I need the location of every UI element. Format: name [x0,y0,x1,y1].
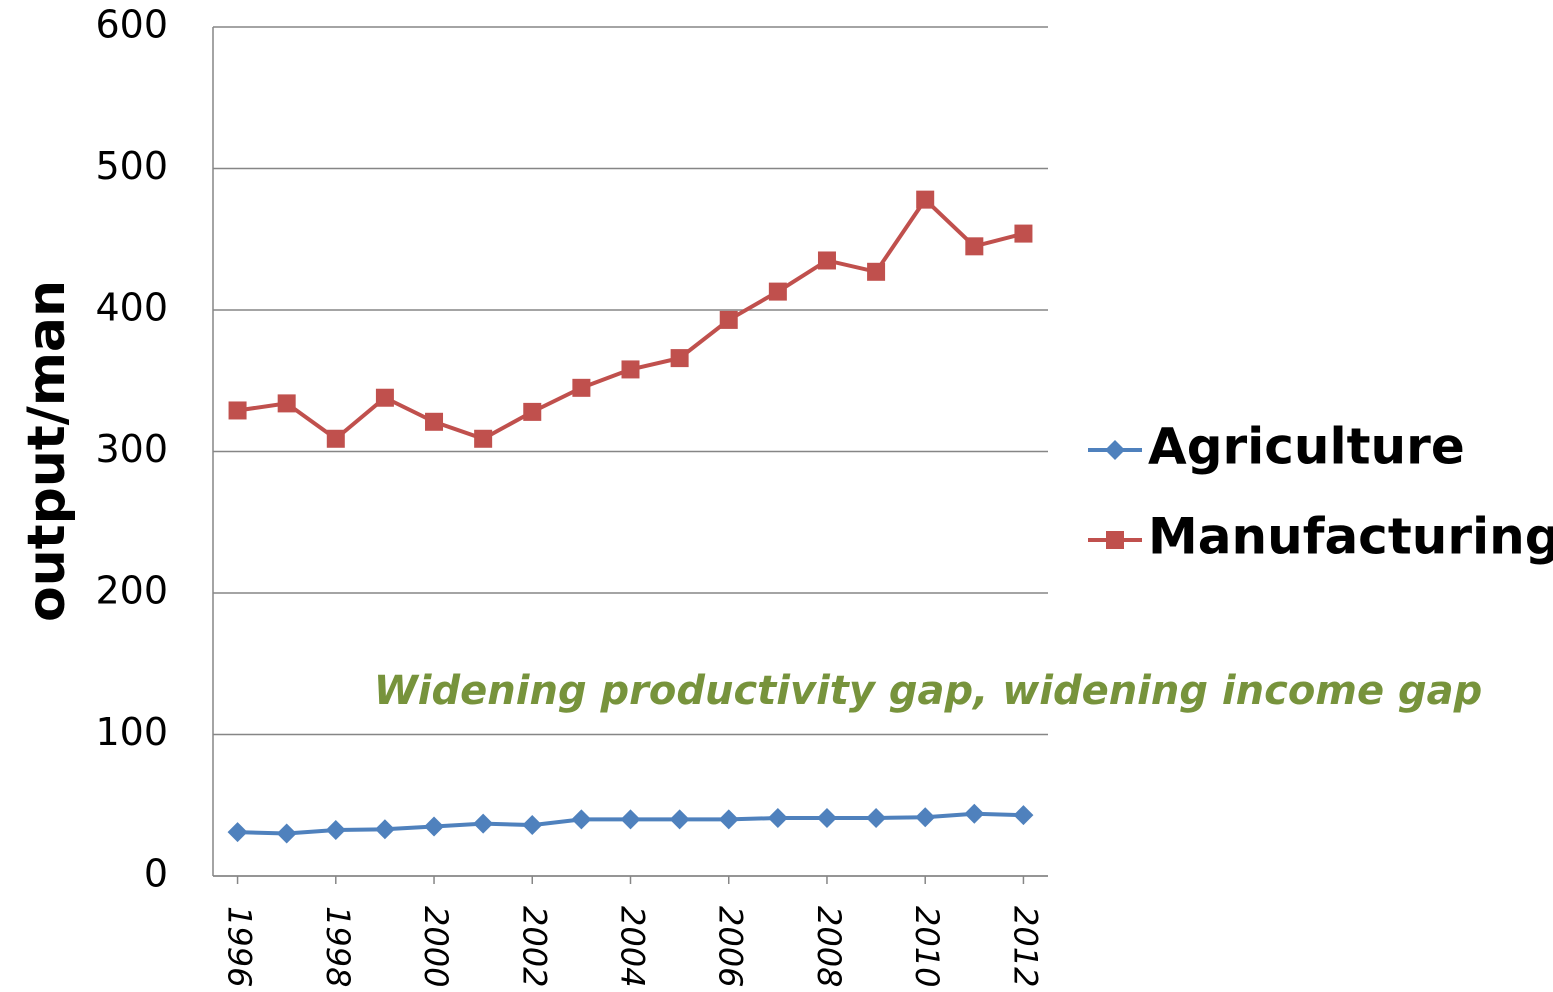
data-point [965,237,984,256]
data-point [621,360,640,379]
data-point [325,820,346,841]
data-point [767,807,788,828]
y-axis-label: output/man [17,280,77,622]
data-point [816,807,837,828]
x-tick-label: 2006 [712,906,750,987]
data-point [817,251,836,270]
y-tick-label: 200 [95,569,168,613]
x-tick-label: 1996 [221,906,259,987]
x-tick-label: 2000 [417,906,455,987]
x-tick-label: 2002 [515,906,553,987]
data-point [227,822,248,843]
legend-marker [1105,440,1125,460]
data-point [474,429,493,448]
legend-label: Manufacturing [1148,508,1553,566]
data-point [277,394,296,413]
x-tick-label: 2008 [810,906,848,987]
data-point [473,813,494,834]
data-point [1013,805,1034,826]
y-tick-label: 500 [95,144,168,188]
data-point [228,401,247,420]
data-point [916,190,935,209]
y-tick-label: 300 [95,427,168,471]
data-point [522,815,543,836]
data-point [620,809,641,830]
annotation: Widening productivity gap, widening inco… [374,668,1483,714]
data-point [670,349,689,368]
data-point [425,412,444,431]
data-point [1014,224,1033,243]
data-point [768,282,787,301]
legend-marker [1106,531,1124,549]
data-point [866,807,887,828]
data-point [424,816,445,837]
data-point [374,819,395,840]
data-point [375,388,394,407]
data-point [276,823,297,844]
data-point [718,809,739,830]
data-point [719,310,738,329]
y-tick-label: 600 [95,3,168,47]
x-tick-label: 1998 [319,906,357,987]
data-point [915,807,936,828]
data-point [571,809,592,830]
data-point [572,378,591,397]
y-tick-label: 100 [95,710,168,754]
x-tick-label: 2010 [908,906,946,987]
x-tick-label: 2012 [1006,906,1044,987]
data-point [669,809,690,830]
data-point [523,402,542,421]
y-tick-label: 400 [95,286,168,330]
data-point [326,429,345,448]
series-line [237,196,1024,442]
legend-label: Agriculture [1148,418,1465,476]
data-point [964,803,985,824]
x-tick-label: 2004 [614,906,652,987]
data-point [867,262,886,281]
y-tick-label: 0 [144,852,168,896]
